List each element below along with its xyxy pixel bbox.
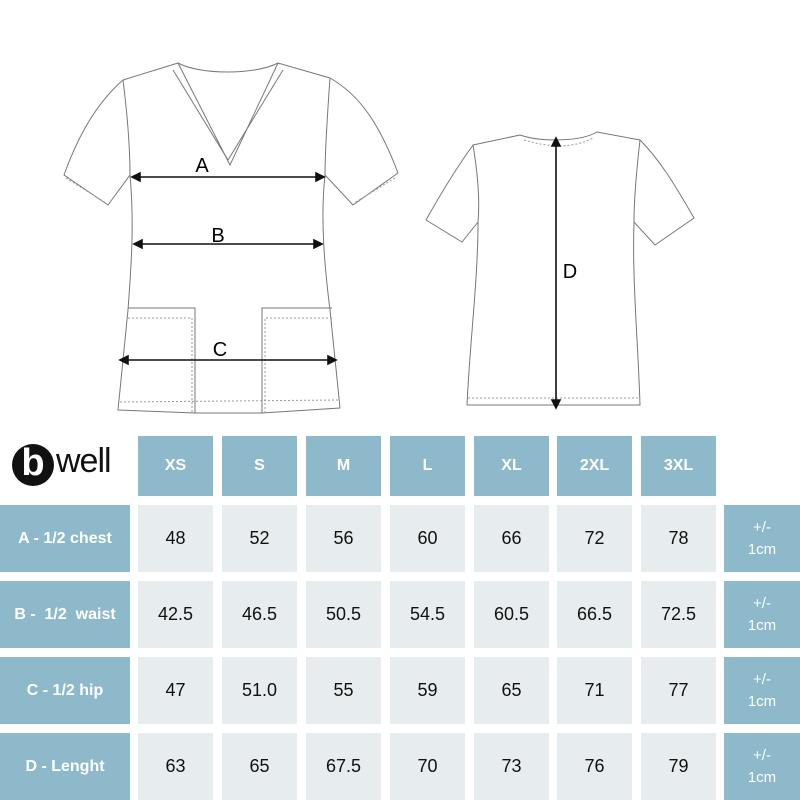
size-header-3xl: 3XL [641, 436, 716, 496]
tolerance-text: 1cm [747, 692, 777, 710]
tolerance-text: +/- [753, 670, 771, 688]
table-cell: 65 [474, 657, 549, 724]
tolerance-text: +/- [753, 518, 771, 536]
table-cell: 76 [557, 733, 632, 800]
table-cell: 63 [138, 733, 213, 800]
table-cell: 60.5 [474, 581, 549, 648]
table-cell: 50.5 [306, 581, 381, 648]
logo-circle: b [12, 444, 54, 486]
table-cell: 77 [641, 657, 716, 724]
table-cell: 70 [390, 733, 465, 800]
table-cell: 67.5 [306, 733, 381, 800]
tolerance-text: 1cm [747, 616, 777, 634]
tolerance-text: +/- [753, 746, 771, 764]
back-shirt-diagram: D [425, 131, 695, 410]
table-cell: 79 [641, 733, 716, 800]
bwell-logo: b well [12, 442, 122, 488]
tolerance-cell: +/- 1cm [724, 657, 800, 724]
tolerance-text: 1cm [747, 768, 777, 786]
table-cell: 55 [306, 657, 381, 724]
table-cell: 72 [557, 505, 632, 572]
tolerance-cell: +/- 1cm [724, 733, 800, 800]
table-cell: 56 [306, 505, 381, 572]
table-cell: 73 [474, 733, 549, 800]
table-cell: 51.0 [222, 657, 297, 724]
label-c: C [213, 339, 227, 361]
table-cell: 72.5 [641, 581, 716, 648]
size-header-xs: XS [138, 436, 213, 496]
label-d: D [563, 261, 577, 283]
table-cell: 59 [390, 657, 465, 724]
label-a: A [195, 155, 209, 177]
row-label: D - Lenght [0, 733, 130, 800]
table-cell: 66 [474, 505, 549, 572]
front-shirt-diagram: A B C [63, 62, 399, 414]
table-cell: 48 [138, 505, 213, 572]
table-cell: 46.5 [222, 581, 297, 648]
tolerance-cell: +/- 1cm [724, 505, 800, 572]
tolerance-text: +/- [753, 594, 771, 612]
table-cell: 52 [222, 505, 297, 572]
size-header-2xl: 2XL [557, 436, 632, 496]
table-cell: 65 [222, 733, 297, 800]
table-cell: 54.5 [390, 581, 465, 648]
size-header-xl: XL [474, 436, 549, 496]
size-header-l: L [390, 436, 465, 496]
table-cell: 42.5 [138, 581, 213, 648]
row-label: A - 1/2 chest [0, 505, 130, 572]
size-header-m: M [306, 436, 381, 496]
size-header-s: S [222, 436, 297, 496]
label-b: B [211, 225, 224, 247]
table-cell: 71 [557, 657, 632, 724]
table-cell: 60 [390, 505, 465, 572]
table-cell: 66.5 [557, 581, 632, 648]
table-cell: 47 [138, 657, 213, 724]
row-label: B - 1/2 waist [0, 581, 130, 648]
tolerance-cell: +/- 1cm [724, 581, 800, 648]
table-cell: 78 [641, 505, 716, 572]
row-label: C - 1/2 hip [0, 657, 130, 724]
tolerance-text: 1cm [747, 540, 777, 558]
logo-text: well [56, 442, 112, 480]
